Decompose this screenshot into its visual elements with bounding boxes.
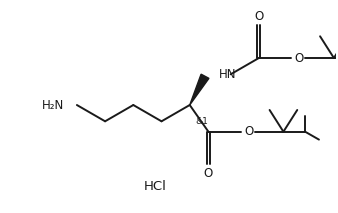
Text: H₂N: H₂N <box>42 99 64 112</box>
Text: &1: &1 <box>196 117 209 126</box>
Text: O: O <box>254 10 264 23</box>
Text: HN: HN <box>219 68 236 81</box>
Text: O: O <box>295 52 304 65</box>
Text: HCl: HCl <box>144 180 167 193</box>
Polygon shape <box>190 74 209 105</box>
Text: O: O <box>244 125 254 138</box>
Text: O: O <box>204 167 213 180</box>
